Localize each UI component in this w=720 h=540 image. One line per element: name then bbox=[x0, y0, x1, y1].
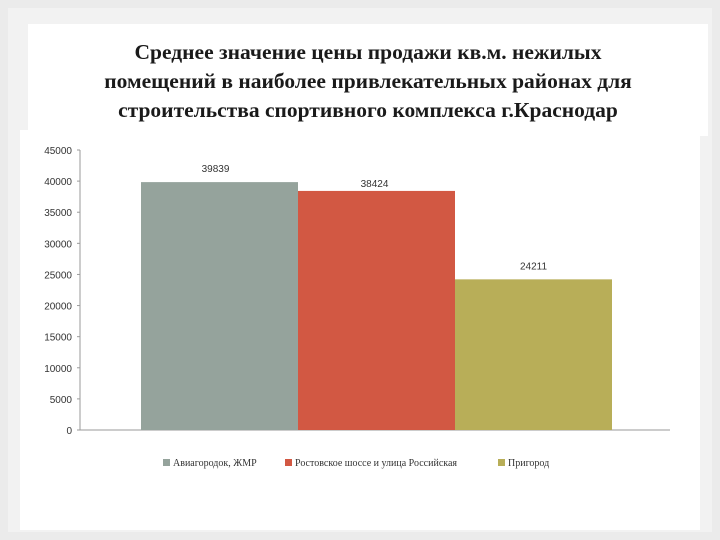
title-line-3: строительства спортивного комплекса г.Кр… bbox=[118, 98, 618, 122]
bar bbox=[141, 182, 298, 430]
bar bbox=[455, 279, 612, 430]
y-tick-label: 20000 bbox=[44, 302, 72, 313]
legend-swatch bbox=[498, 459, 505, 466]
y-tick-label: 40000 bbox=[44, 177, 72, 188]
y-tick-label: 35000 bbox=[44, 208, 72, 219]
title-line-1: Среднее значение цены продажи кв.м. нежи… bbox=[134, 40, 602, 64]
y-tick-label: 0 bbox=[66, 426, 72, 437]
legend-swatch bbox=[163, 459, 170, 466]
title-box bbox=[28, 24, 708, 136]
y-tick-label: 5000 bbox=[50, 395, 73, 406]
y-tick-label: 25000 bbox=[44, 270, 72, 281]
legend-label: Пригород bbox=[508, 458, 549, 469]
data-label: 38424 bbox=[361, 179, 389, 190]
bar-chart: 0 5000 10000 15000 20000 25000 30000 35000 40000… bbox=[44, 146, 670, 469]
chart-area: 0 5000 10000 15000 20000 25000 30000 35000 40000… bbox=[20, 130, 700, 530]
legend-label: Авиагородок, ЖМР bbox=[173, 458, 257, 469]
title-line-2: помещений в наиболее привлекательных рай… bbox=[104, 69, 632, 93]
legend-swatch bbox=[285, 459, 292, 466]
y-tick-label: 45000 bbox=[44, 146, 72, 157]
y-tick-label: 30000 bbox=[44, 239, 72, 250]
bar bbox=[298, 190, 455, 430]
data-label: 24211 bbox=[520, 261, 548, 272]
legend-label: Ростовское шоссе и улица Российская bbox=[295, 458, 457, 469]
y-tick-label: 15000 bbox=[44, 333, 72, 344]
slide-title: Среднее значение цены продажи кв.м. нежи… bbox=[38, 38, 698, 125]
data-label: 39839 bbox=[202, 164, 230, 175]
y-tick-label: 10000 bbox=[44, 364, 72, 375]
